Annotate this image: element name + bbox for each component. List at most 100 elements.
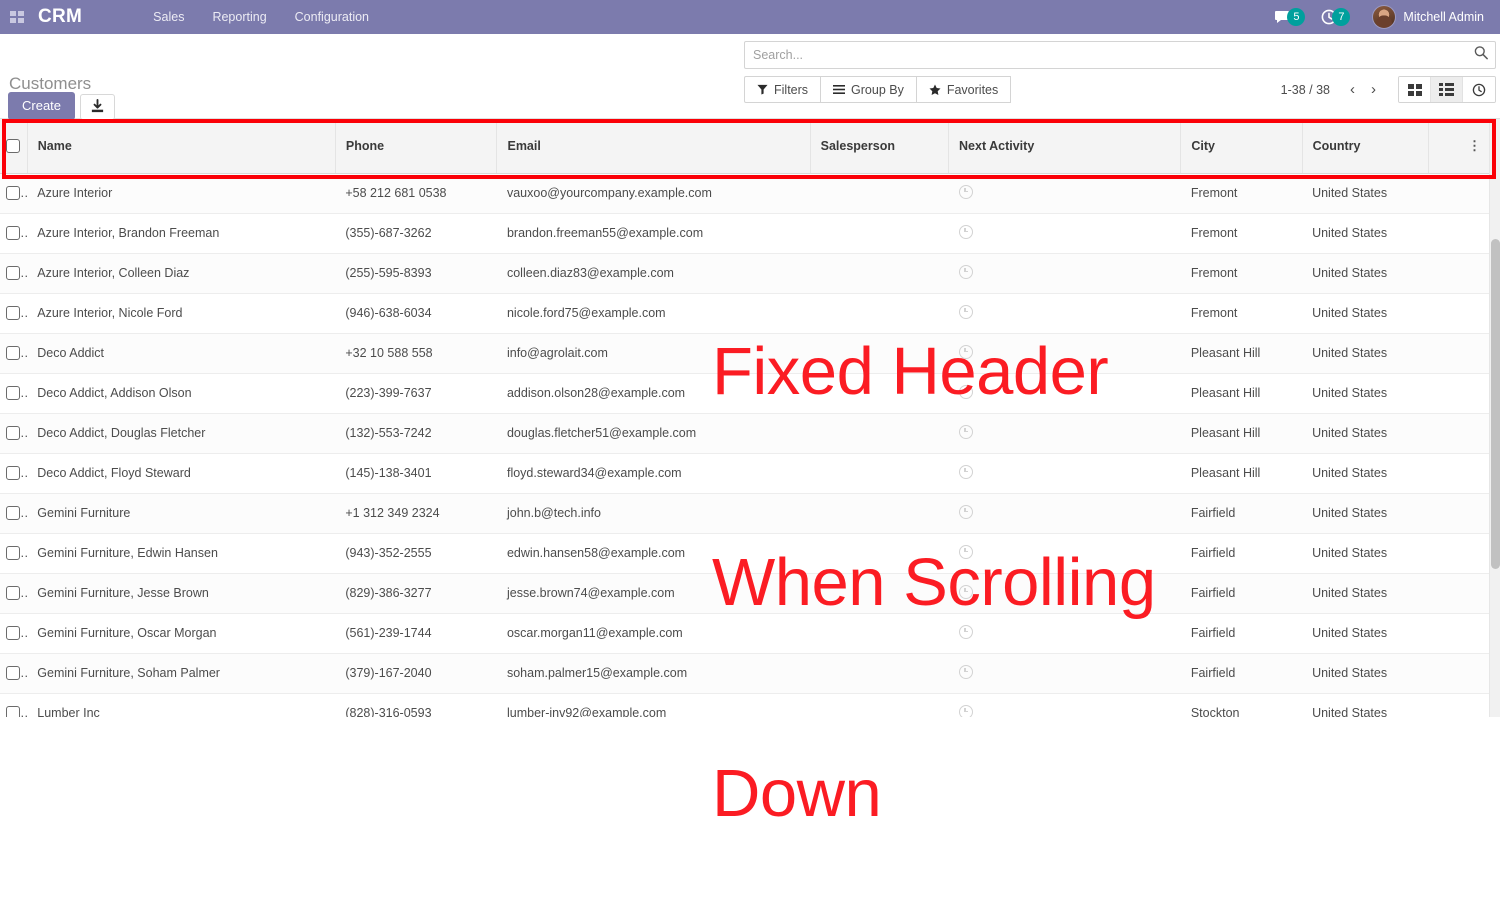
checkbox-icon[interactable]: [6, 706, 20, 717]
clock-icon[interactable]: [958, 544, 973, 559]
row-select-cell[interactable]: [0, 493, 28, 534]
row-select-cell[interactable]: [0, 573, 28, 614]
view-activity-button[interactable]: [1463, 77, 1495, 102]
table-row[interactable]: Gemini Furniture +1 312 349 2324 john.b@te…: [0, 493, 1489, 534]
user-menu[interactable]: Mitchell Admin: [1360, 0, 1492, 34]
select-all-header[interactable]: [0, 119, 28, 174]
view-kanban-button[interactable]: [1399, 77, 1431, 102]
nav-menu-sales[interactable]: Sales: [153, 10, 185, 24]
row-select-cell[interactable]: [0, 333, 28, 374]
cell-next-activity[interactable]: [948, 333, 1181, 374]
checkbox-icon[interactable]: [6, 346, 20, 361]
cell-next-activity[interactable]: [948, 653, 1181, 694]
checkbox-icon[interactable]: [6, 139, 20, 154]
list-view-container[interactable]: Name Phone Email Salesperson Next Activi…: [0, 119, 1500, 717]
app-brand-title[interactable]: CRM: [38, 6, 83, 27]
table-row[interactable]: Deco Addict, Floyd Steward (145)-138-3401…: [0, 453, 1489, 494]
search-icon[interactable]: [1474, 46, 1488, 65]
row-select-cell[interactable]: [0, 653, 28, 694]
pager-next-button[interactable]: ›: [1371, 81, 1376, 98]
table-row[interactable]: Gemini Furniture, Oscar Morgan (561)-239-…: [0, 613, 1489, 654]
checkbox-icon[interactable]: [6, 186, 20, 201]
cell-next-activity[interactable]: [948, 373, 1181, 414]
import-button[interactable]: [80, 93, 116, 120]
column-header-next-activity[interactable]: Next Activity: [948, 119, 1182, 174]
pager-previous-button[interactable]: ‹: [1350, 81, 1355, 98]
checkbox-icon[interactable]: [6, 386, 20, 401]
cell-next-activity[interactable]: [948, 533, 1181, 574]
column-header-phone[interactable]: Phone: [335, 119, 498, 174]
table-row[interactable]: Azure Interior, Colleen Diaz (255)-595-83…: [0, 253, 1489, 294]
cell-next-activity[interactable]: [948, 613, 1181, 654]
column-header-city[interactable]: City: [1180, 119, 1303, 174]
row-select-cell[interactable]: [0, 453, 28, 494]
table-row[interactable]: Deco Addict, Addison Olson (223)-399-7637…: [0, 373, 1489, 414]
filters-dropdown[interactable]: Filters: [744, 76, 822, 103]
table-row[interactable]: Gemini Furniture, Edwin Hansen (943)-352-…: [0, 533, 1489, 574]
row-select-cell[interactable]: [0, 213, 28, 254]
cell-next-activity[interactable]: [948, 413, 1181, 454]
cell-next-activity[interactable]: [948, 693, 1181, 717]
view-list-button[interactable]: [1431, 77, 1463, 102]
row-select-cell[interactable]: [0, 373, 28, 414]
column-header-salesperson[interactable]: Salesperson: [810, 119, 950, 174]
checkbox-icon[interactable]: [6, 666, 20, 681]
cell-next-activity[interactable]: [948, 173, 1181, 214]
table-row[interactable]: Gemini Furniture, Soham Palmer (379)-167-…: [0, 653, 1489, 694]
checkbox-icon[interactable]: [6, 266, 20, 281]
cell-next-activity[interactable]: [948, 453, 1181, 494]
create-button[interactable]: Create: [8, 92, 76, 120]
clock-icon[interactable]: [958, 184, 973, 199]
cell-next-activity[interactable]: [948, 293, 1181, 334]
apps-menu-icon[interactable]: [0, 0, 34, 34]
checkbox-icon[interactable]: [6, 586, 20, 601]
search-bar[interactable]: [744, 41, 1496, 69]
table-row[interactable]: Azure Interior, Nicole Ford (946)-638-603…: [0, 293, 1489, 334]
row-select-cell[interactable]: [0, 613, 28, 654]
clock-icon[interactable]: [958, 344, 973, 359]
clock-icon[interactable]: [958, 464, 973, 479]
table-row[interactable]: Azure Interior, Brandon Freeman (355)-687…: [0, 213, 1489, 254]
row-select-cell[interactable]: [0, 533, 28, 574]
checkbox-icon[interactable]: [6, 226, 20, 241]
clock-icon[interactable]: [958, 504, 973, 519]
row-select-cell[interactable]: [0, 173, 28, 214]
row-select-cell[interactable]: [0, 293, 28, 334]
clock-icon[interactable]: [958, 624, 973, 639]
table-row[interactable]: Lumber Inc (828)-316-0593 lumber-inv92@exa…: [0, 693, 1489, 717]
clock-icon[interactable]: [958, 264, 973, 279]
clock-icon[interactable]: [958, 304, 973, 319]
messages-menu[interactable]: 5: [1269, 0, 1311, 34]
column-header-name[interactable]: Name: [27, 119, 336, 174]
table-row[interactable]: Deco Addict +32 10 588 558 info@agrolait.c…: [0, 333, 1489, 374]
checkbox-icon[interactable]: [6, 626, 20, 641]
search-input[interactable]: [745, 42, 1495, 68]
groupby-dropdown[interactable]: Group By: [820, 76, 917, 103]
checkbox-icon[interactable]: [6, 306, 20, 321]
checkbox-icon[interactable]: [6, 426, 20, 441]
nav-menu-configuration[interactable]: Configuration: [294, 10, 370, 24]
cell-next-activity[interactable]: [948, 213, 1181, 254]
clock-icon[interactable]: [958, 384, 973, 399]
clock-icon[interactable]: [958, 424, 973, 439]
favorites-dropdown[interactable]: Favorites: [915, 76, 1012, 103]
checkbox-icon[interactable]: [6, 466, 20, 481]
checkbox-icon[interactable]: [6, 546, 20, 561]
cell-next-activity[interactable]: [948, 493, 1181, 534]
row-select-cell[interactable]: [0, 413, 28, 454]
table-row[interactable]: Gemini Furniture, Jesse Brown (829)-386-3…: [0, 573, 1489, 614]
optional-columns-button[interactable]: ⋮: [1428, 119, 1489, 174]
cell-next-activity[interactable]: [948, 253, 1181, 294]
column-header-email[interactable]: Email: [496, 119, 811, 174]
clock-icon[interactable]: [958, 224, 973, 239]
row-select-cell[interactable]: [0, 253, 28, 294]
table-row[interactable]: Azure Interior +58 212 681 0538 vauxoo@you…: [0, 173, 1489, 214]
table-row[interactable]: Deco Addict, Douglas Fletcher (132)-553-7…: [0, 413, 1489, 454]
checkbox-icon[interactable]: [6, 506, 20, 521]
activities-menu[interactable]: 7: [1315, 0, 1356, 34]
nav-menu-reporting[interactable]: Reporting: [212, 10, 267, 24]
column-header-country[interactable]: Country: [1302, 119, 1429, 174]
clock-icon[interactable]: [958, 664, 973, 679]
row-select-cell[interactable]: [0, 693, 28, 717]
scrollbar-thumb[interactable]: [1491, 239, 1500, 569]
